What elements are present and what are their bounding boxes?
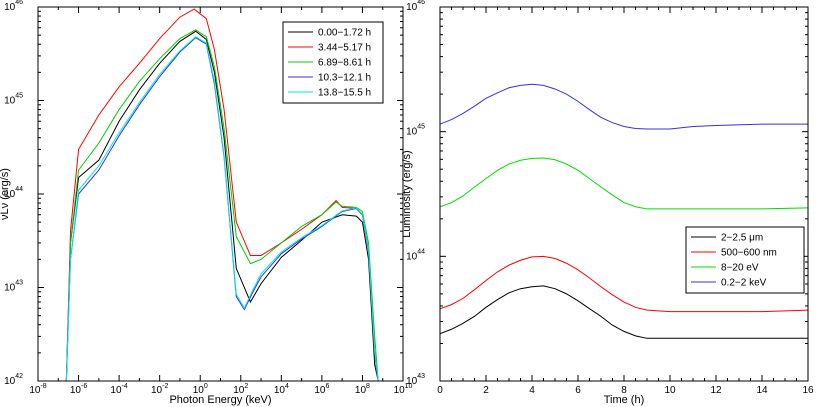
- y-axis-label: Luminosity (erg/s): [401, 150, 413, 237]
- x-tick-label: 102: [233, 383, 248, 396]
- series-line-2: [440, 255, 808, 313]
- y-tick-label: 1045: [406, 124, 425, 138]
- series-line-3: [65, 29, 379, 381]
- series-line-3: [440, 157, 808, 210]
- legend: 2−2.5 μm 500−600 nm 8−20 eV 0.2−2 keV: [685, 226, 805, 294]
- legend-label: 3.44−5.17 h: [318, 43, 371, 54]
- legend-label: 13.8−15.5 h: [318, 88, 371, 99]
- series-group: [440, 83, 808, 339]
- x-tick-label: 6: [575, 385, 581, 396]
- y-tick-label: 1043: [4, 280, 23, 294]
- x-tick-label: 2: [483, 385, 489, 396]
- legend-label: 8−20 eV: [721, 263, 759, 274]
- y-tick-label: 1046: [406, 0, 425, 13]
- x-tick-label: 10-2: [151, 383, 168, 396]
- y-tick-label: 1044: [406, 248, 425, 262]
- x-tick-label: 108: [355, 383, 370, 396]
- y-tick-label: 1045: [4, 93, 23, 107]
- x-axis-label: Photon Energy (keV): [169, 394, 271, 406]
- y-tick-label: 1046: [4, 0, 23, 13]
- legend-label: 2−2.5 μm: [721, 233, 763, 244]
- series-group: [65, 8, 379, 381]
- x-tick-label: 16: [802, 385, 814, 396]
- x-tick-label: 1010: [394, 383, 413, 396]
- series-line-1: [65, 30, 379, 381]
- x-tick-label: 4: [529, 385, 535, 396]
- y-tick-label: 1043: [406, 373, 425, 387]
- x-tick-label: 10-8: [29, 383, 46, 396]
- legend-label: 6.89−8.61 h: [318, 58, 371, 69]
- x-tick-label: 104: [274, 383, 289, 396]
- x-tick-label: 0: [437, 385, 443, 396]
- y-tick-label: 1042: [4, 373, 23, 387]
- series-line-4: [440, 83, 808, 130]
- y-tick-label: 1044: [4, 186, 23, 200]
- x-tick-label: 10-4: [110, 383, 127, 396]
- series-line-1: [440, 285, 808, 339]
- x-tick-label: 14: [756, 385, 768, 396]
- x-tick-label: 10: [664, 385, 676, 396]
- x-tick-label: 10-6: [70, 383, 87, 396]
- y-axis-label: νLν (erg/s): [0, 168, 11, 220]
- x-tick-label: 12: [710, 385, 722, 396]
- legend: 0.00−1.72 h 3.44−5.17 h 6.89−8.61 h 10.3−12…: [282, 21, 384, 104]
- legend-label: 10.3−12.1 h: [318, 73, 371, 84]
- panel-lightcurve: 1043 1044 1045 1046 0 2 4 6 8 10 12 14 16 Time (h) Lum…: [401, 0, 814, 406]
- series-line-5: [65, 36, 379, 381]
- legend-label: 0.2−2 keV: [721, 278, 767, 289]
- x-tick-label: 100: [193, 383, 208, 396]
- legend-label: 500−600 nm: [721, 248, 777, 259]
- plot-frame: [439, 6, 809, 382]
- legend-label: 0.00−1.72 h: [318, 28, 371, 39]
- x-axis-label: Time (h): [604, 394, 645, 406]
- x-tick-label: 8: [621, 385, 627, 396]
- x-tick-label: 106: [314, 383, 329, 396]
- panel-spectrum: 1042 1043 1044 1045 1046 10-8 10-6 10-4 10-2 100 1…: [0, 0, 413, 406]
